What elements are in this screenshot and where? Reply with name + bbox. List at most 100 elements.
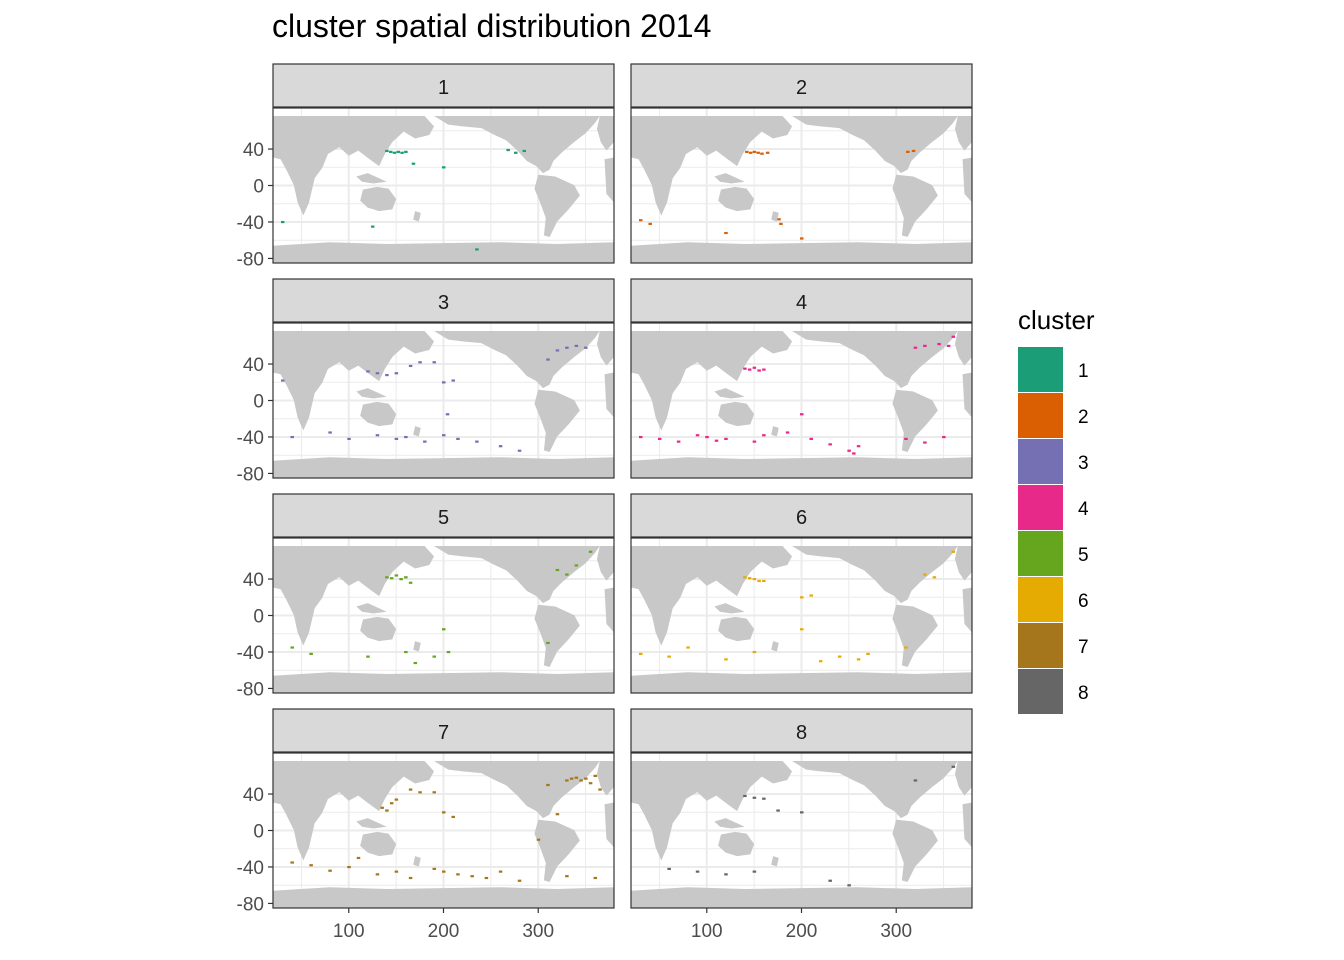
legend-item-8: 8 (1018, 669, 1089, 714)
data-point (347, 865, 351, 869)
data-point (404, 435, 408, 439)
data-point (752, 440, 757, 443)
data-point (779, 222, 783, 225)
data-point (593, 774, 598, 777)
data-point (565, 779, 569, 782)
data-point (375, 434, 380, 437)
data-point (385, 373, 389, 377)
legend-swatch (1018, 393, 1063, 438)
x-tick-label: 200 (786, 921, 818, 942)
data-point (432, 867, 437, 870)
legend-item-7: 7 (1018, 623, 1089, 668)
data-point (394, 372, 399, 375)
facet-strip (272, 708, 615, 753)
data-point (724, 231, 728, 235)
data-point (837, 655, 842, 658)
y-tick-label: 40 (243, 140, 264, 161)
facet-strip (272, 278, 615, 323)
data-point (442, 166, 446, 169)
data-point (385, 576, 389, 579)
data-point (809, 594, 813, 597)
legend-swatch (1018, 347, 1063, 392)
data-point (290, 861, 294, 864)
data-point (745, 150, 749, 153)
data-point (743, 576, 747, 579)
data-point (442, 381, 446, 384)
facet-panel-1: 1 40 0 -40 -80 (237, 63, 615, 270)
y-tick-label: -80 (237, 464, 264, 485)
data-point (818, 660, 823, 663)
data-point (498, 445, 503, 448)
facet-strip (630, 493, 973, 538)
data-point (442, 870, 446, 873)
data-point (569, 777, 574, 780)
data-point (456, 437, 460, 440)
data-point (937, 342, 941, 346)
legend-swatch (1018, 439, 1063, 484)
y-tick-label: 0 (253, 822, 264, 843)
data-point (714, 439, 719, 442)
data-point (686, 646, 690, 649)
data-point (847, 449, 851, 452)
facet-panel-2: 2 (630, 63, 973, 264)
data-point (752, 650, 757, 654)
legend-label: 1 (1078, 361, 1089, 382)
data-point (856, 445, 861, 448)
data-point (724, 437, 728, 440)
legend-swatch (1018, 531, 1063, 576)
x-tick-label: 300 (880, 921, 912, 942)
data-point (432, 655, 437, 658)
data-point (923, 441, 927, 444)
data-point (923, 573, 927, 576)
facet-strip-label: 3 (438, 292, 449, 314)
data-point (847, 884, 851, 887)
data-point (776, 809, 780, 812)
data-point (809, 437, 813, 440)
data-point (828, 879, 832, 882)
data-point (588, 782, 593, 785)
data-point (913, 346, 918, 349)
data-point (484, 876, 489, 880)
data-point (584, 777, 588, 780)
data-point (399, 578, 403, 581)
data-point (756, 151, 760, 154)
data-point (389, 577, 394, 580)
data-point (555, 349, 560, 352)
facet-panel-6: 6 (630, 493, 973, 694)
data-point (290, 646, 294, 649)
legend-swatch (1018, 577, 1063, 622)
data-point (404, 650, 408, 654)
data-point (757, 579, 761, 583)
facet-panel-7: 7 40 0 -40 -80 100 200 300 (237, 708, 615, 942)
data-point (638, 435, 643, 439)
data-point (380, 806, 384, 809)
facet-strip (630, 278, 973, 323)
data-point (565, 573, 569, 576)
data-point (747, 577, 752, 580)
facet-strip (272, 493, 615, 538)
data-point (366, 370, 370, 373)
data-point (593, 876, 598, 880)
data-point (588, 550, 593, 553)
data-point (418, 791, 422, 794)
data-point (762, 797, 766, 800)
data-point (445, 413, 450, 416)
legend-label: 7 (1078, 637, 1089, 658)
data-point (743, 367, 747, 370)
data-point (442, 434, 446, 437)
facet-strip-label: 1 (438, 77, 449, 99)
data-point (506, 148, 510, 152)
data-point (546, 641, 550, 645)
data-point (574, 776, 579, 779)
y-tick-label: 0 (253, 177, 264, 198)
data-point (657, 437, 662, 440)
data-point (951, 335, 956, 338)
y-tick-label: -40 (237, 213, 264, 234)
data-point (328, 869, 332, 872)
data-point (411, 162, 416, 165)
data-point (638, 652, 643, 655)
data-point (724, 873, 728, 876)
legend-title: cluster (1018, 305, 1095, 335)
data-point (280, 220, 285, 224)
data-point (800, 413, 804, 416)
